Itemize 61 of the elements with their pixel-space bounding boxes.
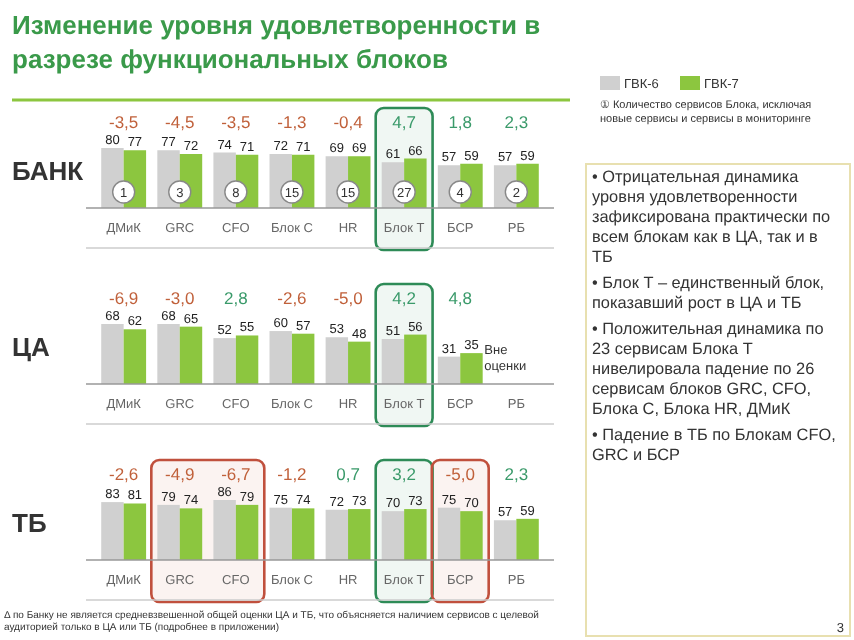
text: • Блок Т – единственный блок, показавший рост в ЦА и ТБ	[592, 274, 827, 314]
bar	[325, 509, 349, 560]
text: -4,5	[165, 112, 195, 132]
y-axis-title: ЦА	[12, 332, 51, 362]
bar	[157, 324, 180, 384]
bar	[269, 507, 292, 560]
chart-title: Изменение уровня удовлетворенности в разрезе функциональных блоков	[12, 8, 543, 76]
text: 3,2	[392, 464, 417, 484]
bar	[213, 500, 236, 560]
text: 1,8	[448, 112, 473, 132]
text: 2,3	[504, 112, 529, 132]
text: -3,5	[109, 112, 139, 132]
bar	[235, 335, 259, 384]
bar	[516, 518, 539, 560]
text: -4,9	[165, 464, 195, 484]
bar	[493, 520, 517, 560]
text: -3,5	[221, 112, 252, 132]
text: -2,6	[109, 464, 139, 484]
text: -2,6	[277, 288, 308, 308]
bar	[123, 503, 147, 560]
bar	[101, 502, 124, 560]
bar	[291, 508, 315, 560]
text: • Отрицательная динамика уровня удовлетворенности зафиксирована практически по всем блокам как в ЦА, так и в ТБ	[592, 168, 833, 268]
bar	[101, 324, 124, 384]
text: 4,2	[392, 288, 417, 308]
bar	[381, 511, 405, 560]
bar	[437, 507, 461, 560]
text: -1,3	[277, 112, 308, 132]
bar	[348, 341, 371, 384]
bar	[404, 509, 427, 560]
text: 0,7	[336, 464, 361, 484]
bar	[325, 337, 349, 384]
bar	[179, 326, 203, 384]
bar	[123, 329, 147, 384]
bar	[404, 334, 427, 384]
bar	[213, 338, 236, 384]
bar	[460, 353, 483, 384]
text: -3,0	[165, 288, 195, 308]
text: 4,8	[448, 288, 473, 308]
text: -5,0	[333, 288, 364, 308]
bar	[179, 508, 203, 560]
bar	[157, 504, 180, 560]
text: -6,7	[221, 464, 252, 484]
text: -5,0	[445, 464, 476, 484]
text: 2,3	[504, 464, 529, 484]
text: -6,9	[109, 288, 139, 308]
bar	[269, 331, 292, 384]
text: -1,2	[277, 464, 308, 484]
bar	[291, 333, 315, 384]
bar	[460, 511, 483, 560]
text: • Положительная динамика по 23 сервисам Блока Т нивелировала падение по 26 сервисам блоков GRC, CFO, Блока С, Блока HR, ДМиК	[592, 320, 826, 420]
text: 2,8	[224, 288, 249, 308]
y-axis-title: БАНК	[12, 156, 84, 186]
bar	[437, 356, 461, 384]
bar	[381, 339, 405, 384]
y-axis-title: ТБ	[12, 508, 47, 538]
bar	[235, 504, 259, 560]
text: 4,7	[392, 112, 417, 132]
bar	[348, 509, 371, 560]
text: -0,4	[333, 112, 364, 132]
text: • Падение в ТБ по Блокам CFO, GRC и БСР	[592, 426, 838, 466]
